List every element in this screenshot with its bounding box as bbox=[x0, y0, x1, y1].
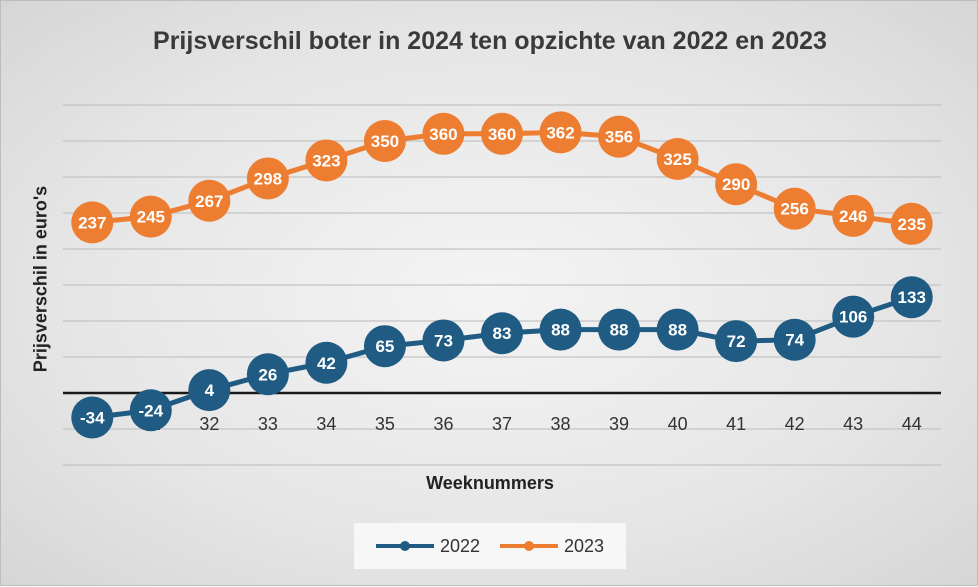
data-point-2023 bbox=[539, 111, 582, 154]
data-label-2022: -34 bbox=[80, 408, 105, 427]
data-point-2023 bbox=[129, 195, 172, 238]
data-point-2022 bbox=[598, 308, 641, 351]
data-label-2022: 4 bbox=[205, 381, 215, 400]
data-point-2023 bbox=[832, 194, 875, 237]
x-tick-label: 32 bbox=[199, 414, 219, 434]
data-label-2023: 235 bbox=[898, 215, 926, 234]
data-label-2023: 360 bbox=[429, 125, 457, 144]
data-label-2022: 65 bbox=[375, 337, 394, 356]
legend-label-2022: 2022 bbox=[439, 535, 480, 556]
data-point-2023 bbox=[481, 112, 523, 155]
data-point-2023 bbox=[305, 139, 348, 182]
x-tick-label: 40 bbox=[668, 414, 688, 434]
data-point-2023 bbox=[890, 202, 933, 245]
x-tick-label: 43 bbox=[843, 414, 863, 434]
data-point-2022 bbox=[305, 341, 348, 384]
data-label-2022: -24 bbox=[139, 401, 164, 420]
legend-label-2023: 2023 bbox=[564, 535, 605, 556]
data-label-2022: 88 bbox=[610, 321, 629, 340]
data-point-2022 bbox=[188, 369, 231, 412]
data-point-2023 bbox=[188, 179, 231, 222]
data-label-2023: 362 bbox=[546, 123, 574, 142]
data-point-2022 bbox=[715, 320, 758, 363]
data-label-2023: 237 bbox=[78, 213, 106, 232]
data-label-2022: 72 bbox=[727, 332, 746, 351]
data-point-2023 bbox=[71, 201, 114, 244]
data-label-2023: 325 bbox=[663, 150, 691, 169]
data-point-2022 bbox=[422, 319, 465, 362]
data-point-2023 bbox=[246, 157, 289, 200]
data-point-2023 bbox=[422, 112, 465, 155]
data-point-2023 bbox=[773, 187, 816, 230]
data-point-2023 bbox=[715, 163, 758, 206]
x-tick-label: 34 bbox=[316, 414, 336, 434]
legend-swatch-2022 bbox=[375, 539, 434, 553]
x-tick-label: 39 bbox=[609, 414, 629, 434]
legend-item-2023: 2023 bbox=[500, 536, 604, 557]
data-label-2023: 256 bbox=[780, 200, 808, 219]
x-axis-title: Weeknummers bbox=[426, 473, 554, 493]
data-point-2022 bbox=[481, 312, 523, 355]
data-label-2022: 106 bbox=[839, 308, 867, 327]
x-tick-label: 38 bbox=[551, 414, 571, 434]
x-tick-label: 44 bbox=[902, 414, 922, 434]
data-point-2022 bbox=[129, 389, 172, 432]
data-label-2022: 42 bbox=[317, 354, 336, 373]
x-tick-label: 42 bbox=[785, 414, 805, 434]
data-point-2023 bbox=[598, 115, 641, 158]
data-point-2022 bbox=[539, 308, 582, 351]
data-label-2023: 290 bbox=[722, 175, 750, 194]
data-label-2022: 88 bbox=[668, 321, 687, 340]
data-point-2022 bbox=[773, 318, 816, 361]
data-point-2022 bbox=[656, 308, 699, 351]
x-tick-label: 37 bbox=[492, 414, 512, 434]
data-label-2023: 323 bbox=[312, 151, 340, 170]
data-label-2022: 73 bbox=[434, 331, 453, 350]
legend-swatch-2023 bbox=[500, 539, 558, 553]
data-point-2022 bbox=[363, 325, 406, 368]
chart-title: Prijsverschil boter in 2024 ten opzichte… bbox=[153, 27, 827, 55]
data-label-2022: 26 bbox=[258, 365, 277, 384]
data-label-2023: 350 bbox=[371, 132, 399, 151]
data-point-2022 bbox=[246, 353, 289, 396]
data-label-2023: 245 bbox=[137, 208, 165, 227]
legend: 2022 2023 bbox=[354, 523, 626, 569]
data-point-2023 bbox=[656, 138, 699, 180]
data-point-2022 bbox=[832, 295, 875, 338]
data-label-2022: 133 bbox=[898, 288, 926, 307]
x-tick-label: 36 bbox=[433, 414, 453, 434]
data-point-2022 bbox=[890, 276, 933, 319]
data-label-2023: 356 bbox=[605, 128, 633, 147]
data-label-2022: 83 bbox=[493, 324, 512, 343]
legend-item-2022: 2022 bbox=[375, 535, 480, 557]
data-point-2023 bbox=[363, 120, 406, 162]
data-label-2023: 360 bbox=[488, 125, 516, 144]
data-label-2023: 298 bbox=[254, 169, 282, 188]
data-label-2023: 267 bbox=[195, 192, 223, 211]
data-label-2023: 246 bbox=[839, 207, 867, 226]
data-label-2022: 88 bbox=[551, 321, 570, 340]
x-tick-label: 33 bbox=[258, 414, 278, 434]
data-point-2022 bbox=[71, 396, 114, 439]
x-tick-label: 41 bbox=[726, 414, 746, 434]
data-label-2022: 74 bbox=[785, 331, 804, 350]
x-tick-label: 35 bbox=[375, 414, 395, 434]
